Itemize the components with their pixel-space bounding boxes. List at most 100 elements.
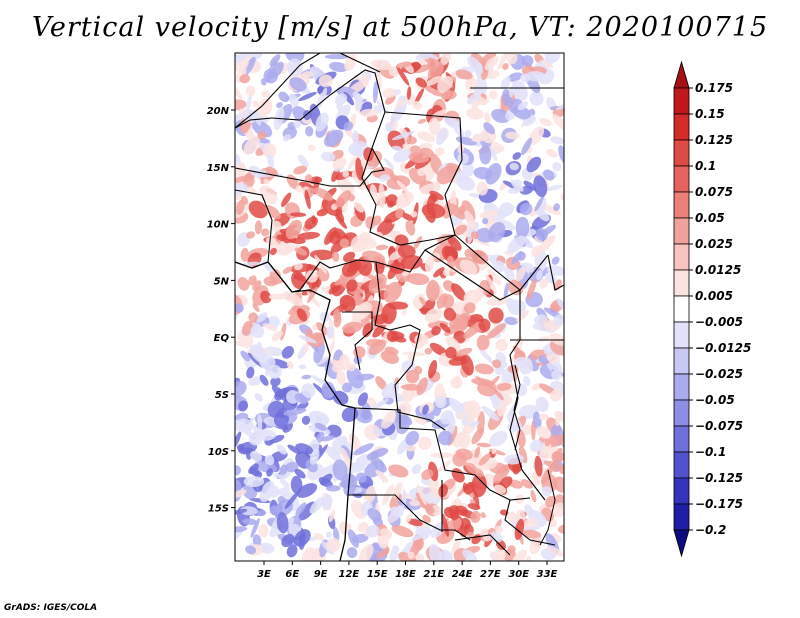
field-cell [276,102,283,109]
field-cell [267,400,284,418]
field-cell [466,400,481,419]
field-cell [402,143,411,151]
field-cell [358,544,374,561]
field-cell [287,58,303,77]
field-cell [441,245,458,263]
field-cell [277,495,286,504]
field-cell [488,221,506,243]
field-cell [459,312,471,322]
field-cell [440,410,454,425]
field-cell [487,269,502,286]
field-cell [334,276,349,286]
field-cell [484,56,499,71]
field-cell [309,411,330,426]
field-cell [248,376,262,386]
field-cell [298,91,317,102]
field-cell [552,162,562,172]
field-cell [421,203,446,219]
field-cell [445,336,461,352]
field-cell [457,143,465,154]
field-cell [359,108,378,118]
field-cell [329,61,348,73]
field-cell [541,444,552,457]
field-cell [507,187,521,194]
lon-tick-label: 24E [452,569,473,580]
field-cell [523,375,531,387]
colorbar-swatch [673,529,690,558]
field-cell [318,74,333,88]
field-cell [305,126,314,137]
field-cell [362,250,386,264]
colorbar-label: −0.05 [695,393,735,407]
field-cell [243,476,265,488]
field-cell [476,334,490,351]
field-cell [247,352,264,368]
colorbar-swatch [673,477,690,505]
field-cell [246,231,256,239]
field-cell [375,244,389,251]
field-cell [529,439,543,453]
lat-tick-label: 10S [208,447,229,458]
field-cell [551,256,560,265]
field-cell [478,453,491,466]
field-cell [422,53,439,60]
field-cell [366,525,380,538]
field-cell [252,120,273,138]
lon-tick-label: 9E [314,569,328,580]
field-cell [539,118,552,127]
field-cell [521,479,533,489]
field-cell [353,140,363,159]
field-cell [500,394,513,406]
field-cell [335,208,345,223]
field-cell [335,190,352,208]
colorbar-label: −0.075 [695,419,743,433]
field-cell [414,87,425,106]
lon-tick-label: 3E [257,569,271,580]
field-cell [482,217,489,225]
colorbar-swatch [673,191,690,219]
field-cell [245,85,256,96]
field-cell [323,129,344,147]
field-cell [287,444,302,455]
field-cell [259,374,269,386]
field-cell [304,189,311,210]
field-cell [515,216,530,238]
field-cell [319,311,330,323]
field-cell [293,529,311,547]
longitude-axis: 3E 6E 9E 12E 15E 18E 21E 24E 27E 30E 33E [257,561,558,580]
field-cell [326,485,341,492]
lat-tick-label: 15S [208,504,229,515]
field-cell [381,303,397,325]
field-cell [376,548,390,559]
field-cell [507,235,526,254]
field-cell [396,65,410,86]
field-cell [374,231,383,237]
field-cell [282,266,293,274]
colorbar-swatch [673,87,690,115]
field-cell [235,99,247,111]
field-cell [437,430,453,446]
field-cell [536,209,550,222]
field-cell [286,390,300,404]
colorbar: 0.175 0.15 0.125 0.1 0.075 0.05 0.025 0.0125 0.0… [673,60,751,558]
field-cell [240,350,251,362]
field-cell [352,130,359,144]
field-cell [426,279,440,302]
field-cell [558,145,564,164]
field-cell [320,151,336,162]
field-cell [293,273,302,280]
field-cell [396,180,409,193]
field-cell [488,393,501,405]
field-cell [392,482,403,499]
field-cell [235,529,245,544]
field-cell [514,518,525,541]
field-cell [389,492,402,510]
latitude-axis: 20N 15N 10N 5N EQ 5S 10S 15S [207,106,235,515]
field-cell [382,88,396,98]
field-cell [375,469,389,483]
field-cell [495,338,508,352]
field-cell [239,506,258,516]
field-cell [455,69,473,80]
field-cell [261,90,271,98]
